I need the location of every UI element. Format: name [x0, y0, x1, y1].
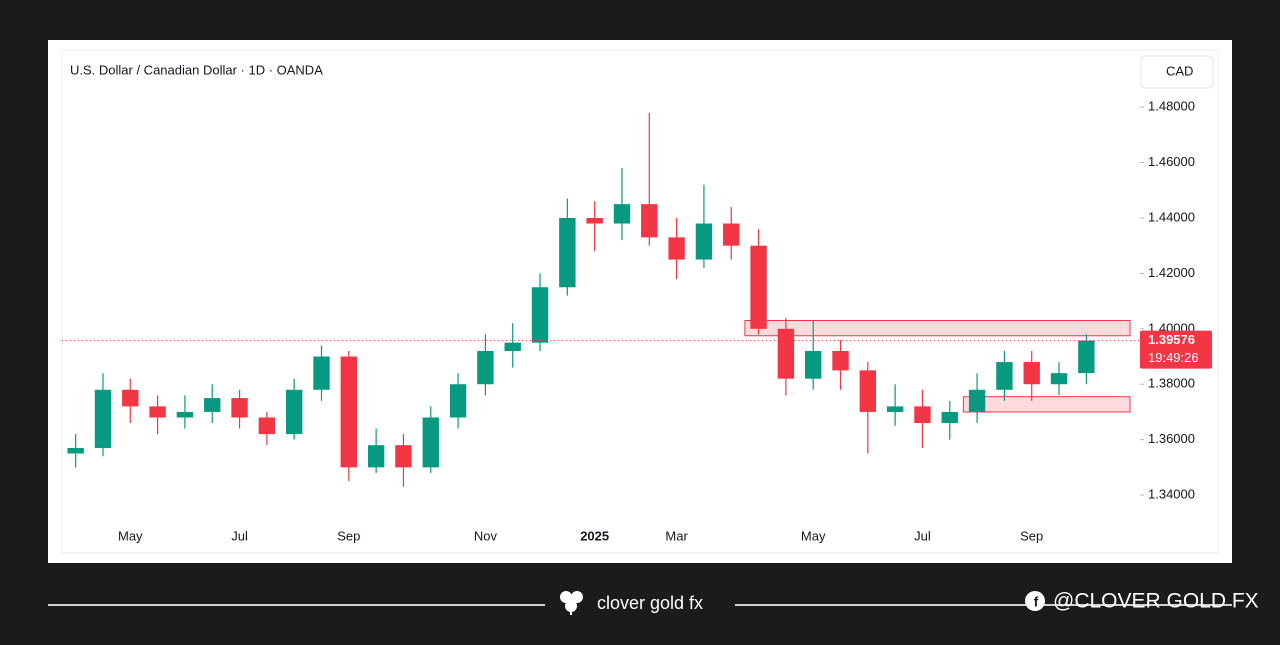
candle-body: [968, 389, 986, 412]
handle: @CLOVER GOLD FX: [1053, 590, 1259, 613]
candle-body: [531, 287, 549, 343]
candle-body: [941, 411, 958, 424]
x-tick-label: May: [801, 528, 826, 543]
zone: [744, 320, 1131, 337]
countdown: 19:49:26: [1148, 350, 1199, 365]
x-tick-label: Sep: [1020, 528, 1043, 543]
candle-body: [122, 389, 139, 407]
x-tick-label: Mar: [665, 528, 688, 543]
price-tag-value: 1.39576: [1148, 332, 1195, 347]
y-tick-label: 1.46000: [1148, 154, 1195, 169]
x-tick-label: Nov: [474, 528, 498, 543]
brand: clover gold fx: [597, 593, 703, 613]
candle-body: [1078, 340, 1095, 374]
candle-body: [832, 350, 849, 371]
y-tick-label: 1.34000: [1148, 487, 1195, 502]
candle-body: [67, 447, 84, 454]
candle-body: [204, 398, 221, 412]
candle-body: [723, 223, 740, 246]
candle-body: [477, 350, 494, 385]
candle-body: [176, 411, 194, 418]
candle-body: [395, 445, 412, 468]
candle-body: [559, 217, 576, 288]
zone: [962, 396, 1131, 413]
x-tick-label: 2025: [580, 528, 609, 543]
x-tick-label: Jul: [231, 528, 248, 543]
candle-body: [641, 204, 658, 238]
candle-body: [149, 406, 166, 418]
candle-body: [1023, 362, 1040, 385]
candle-body: [777, 328, 795, 379]
x-tick-label: May: [118, 528, 143, 543]
currency-button[interactable]: [1140, 55, 1214, 89]
chart-frame: [61, 49, 1219, 554]
chart-title: U.S. Dollar / Canadian Dollar · 1D · OAN…: [70, 62, 323, 77]
candle-body: [231, 398, 248, 418]
y-tick-label: 1.38000: [1148, 376, 1195, 391]
candle-body: [914, 406, 931, 424]
candle-body: [285, 389, 303, 435]
chart-panel: [48, 40, 1232, 563]
candle-body: [859, 370, 877, 412]
candle-body: [613, 204, 631, 224]
candle-body: [668, 237, 685, 260]
candle-body: [750, 245, 767, 329]
y-tick-label: 1.48000: [1148, 99, 1195, 114]
facebook-icon: f: [1025, 591, 1045, 611]
price-tag: [1140, 330, 1212, 369]
clover-icon: [560, 591, 583, 615]
y-tick-label: 1.36000: [1148, 431, 1195, 446]
candle-body: [422, 417, 439, 468]
candle-body: [886, 406, 904, 412]
candle-body: [449, 384, 467, 418]
y-tick-label: 1.44000: [1148, 209, 1195, 224]
candle-body: [586, 217, 603, 224]
candle-body: [313, 356, 330, 390]
candle-body: [504, 342, 521, 351]
candle-body: [804, 350, 822, 379]
x-tick-label: Sep: [337, 528, 360, 543]
candle-body: [258, 417, 276, 435]
candle-body: [340, 356, 358, 468]
candle-body: [367, 445, 385, 468]
x-tick-label: Jul: [914, 528, 931, 543]
currency-label: CAD: [1166, 63, 1193, 78]
candle-body: [996, 362, 1013, 390]
y-tick-label: 1.42000: [1148, 265, 1195, 280]
plot: 1.340001.360001.380001.400001.420001.440…: [62, 99, 1212, 543]
candle-body: [1050, 373, 1068, 385]
svg-text:f: f: [1034, 594, 1039, 610]
candle-body: [695, 223, 713, 260]
candle-body: [94, 389, 112, 448]
